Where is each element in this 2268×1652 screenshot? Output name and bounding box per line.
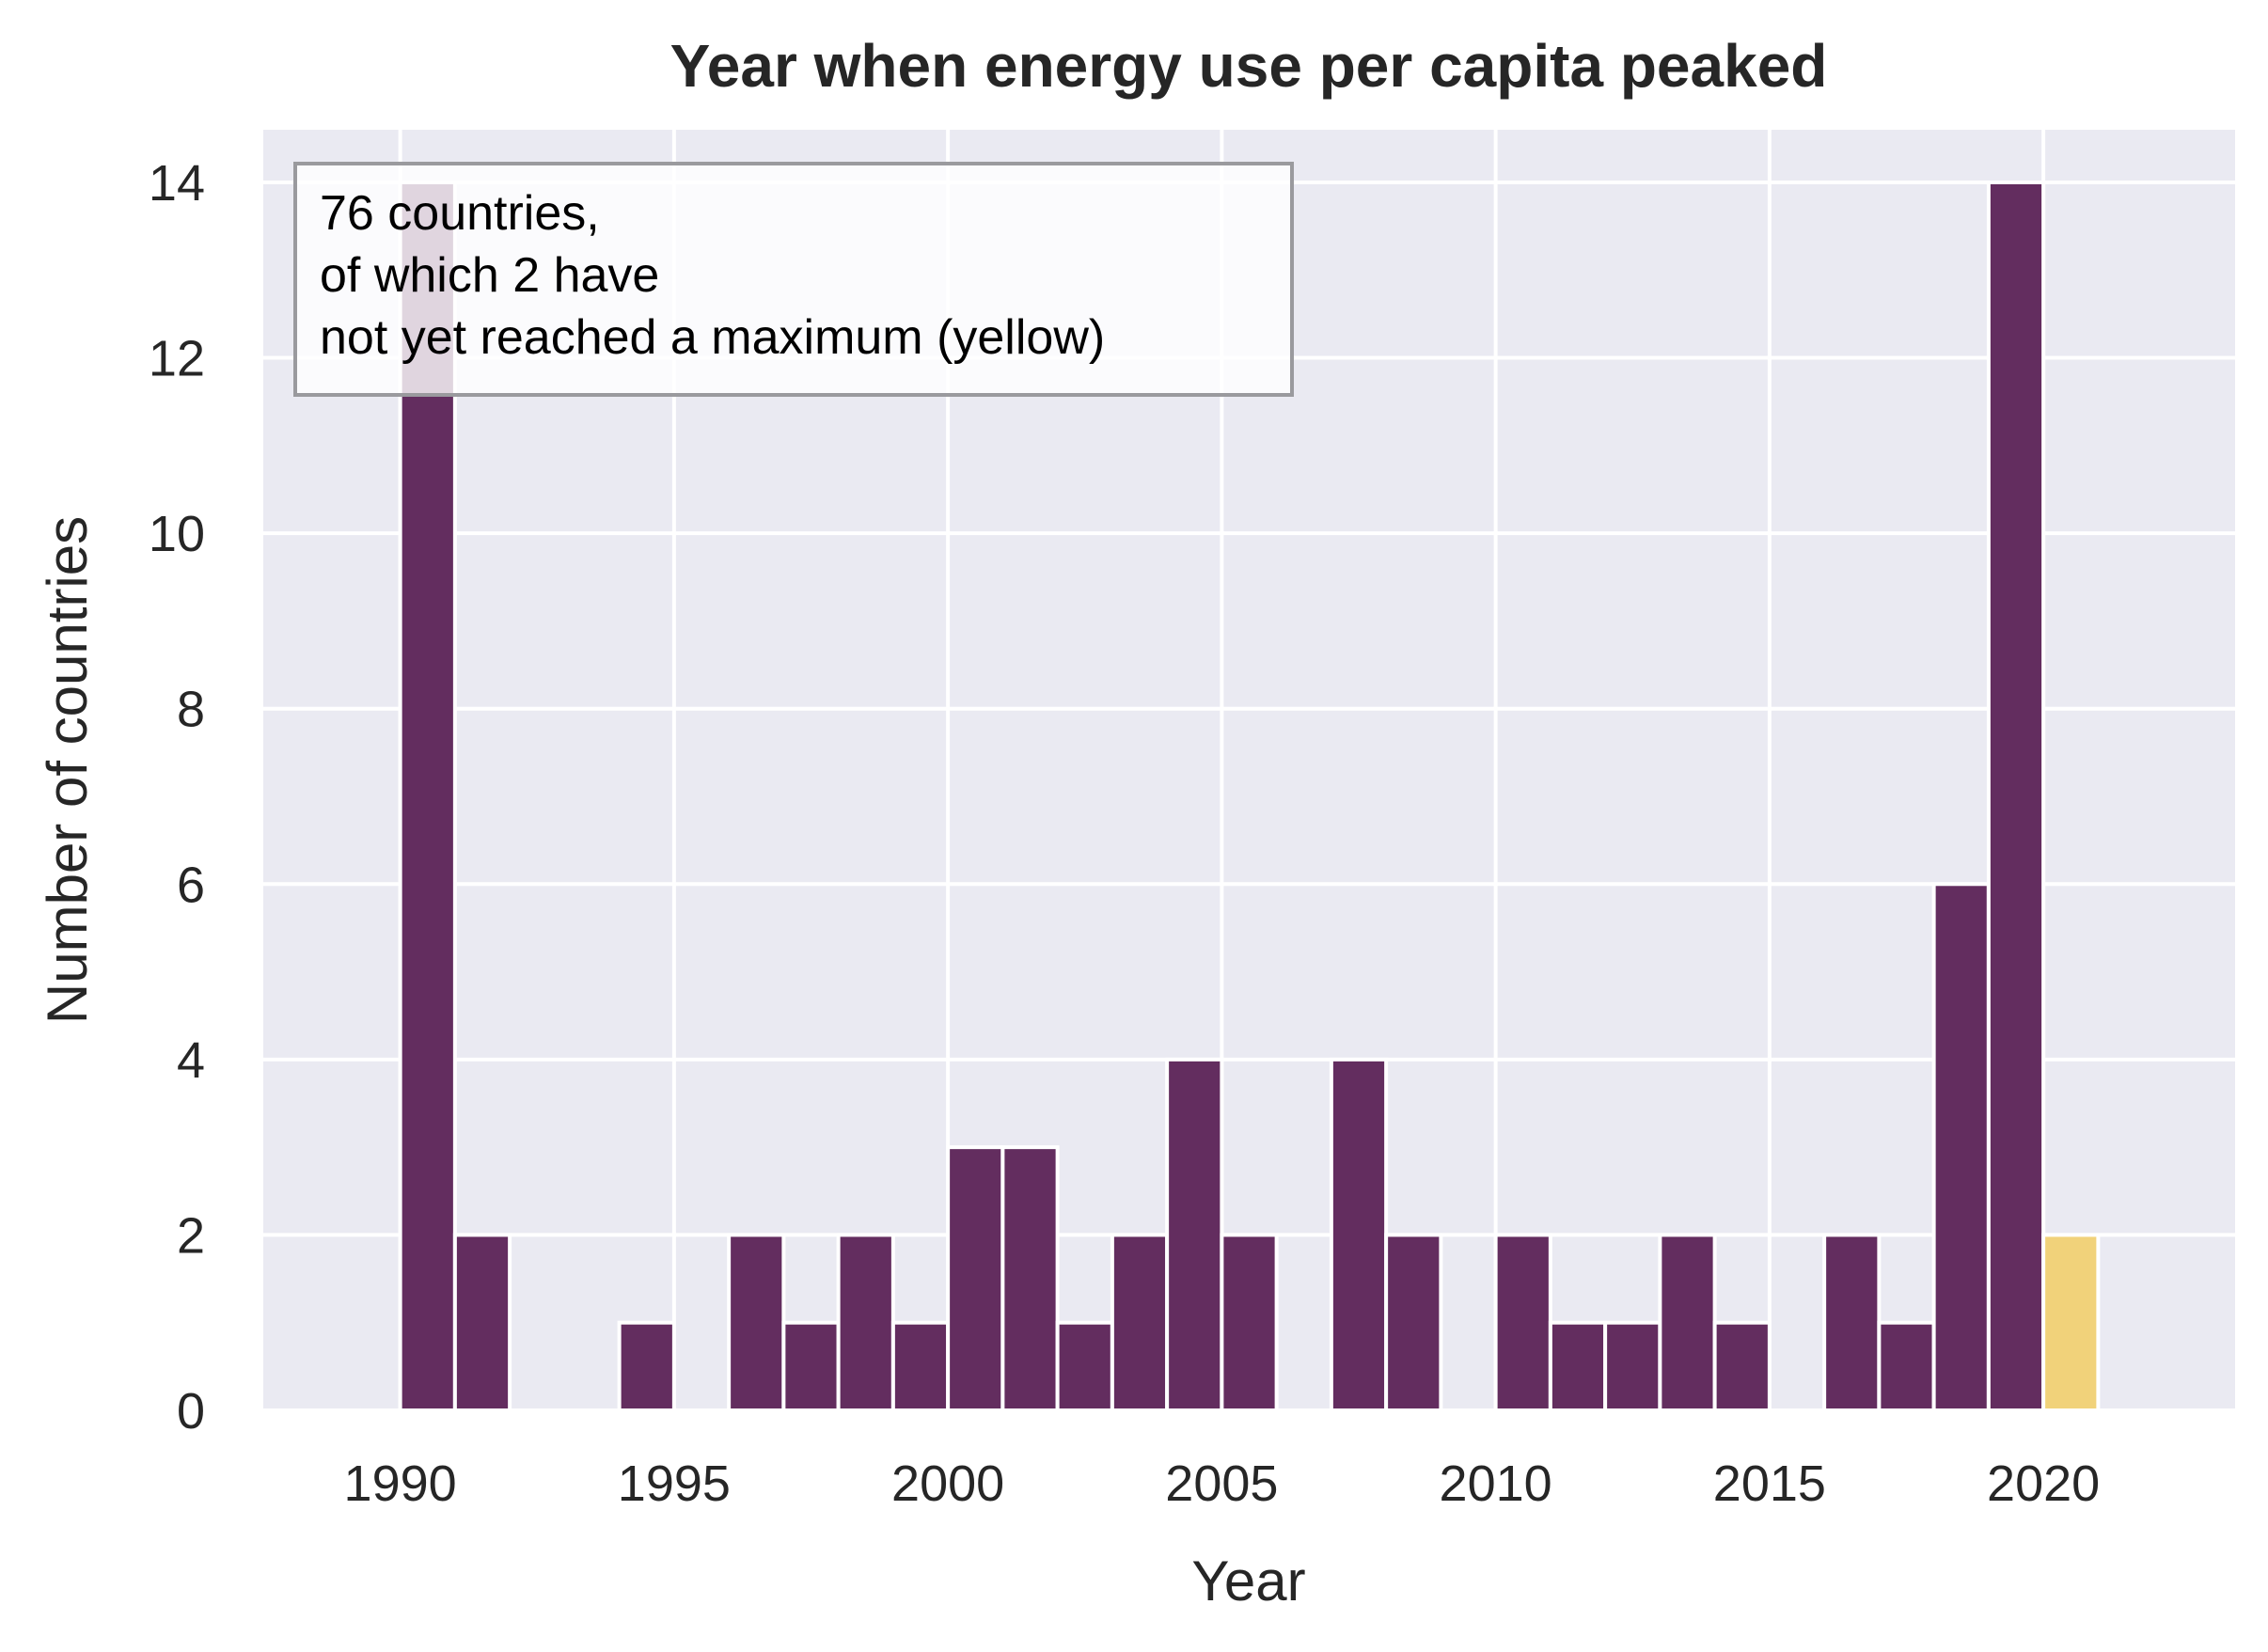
y-axis-label: Number of countries (36, 516, 99, 1024)
x-tick-labels: 1990 1995 2000 2005 2010 2015 2020 (344, 1455, 2101, 1512)
x-tick-label: 2005 (1165, 1455, 1278, 1512)
bar-2011 (1548, 1320, 1608, 1412)
chart-title: Year when energy use per capita peaked (670, 32, 1828, 100)
y-tick-label: 14 (149, 155, 205, 212)
x-tick-label: 2010 (1440, 1455, 1552, 1512)
bar-1997 (781, 1320, 841, 1412)
annotation-line-3: not yet reached a maximum (yellow) (320, 310, 1105, 365)
y-tick-label: 0 (177, 1383, 205, 1440)
bar-2003 (1110, 1233, 1170, 1413)
bar-1996 (727, 1233, 786, 1413)
bar-2018 (1931, 882, 1991, 1412)
annotation-box: 76 countries, of which 2 have not yet re… (293, 162, 1294, 397)
bar-1999 (890, 1320, 951, 1412)
y-tick-label: 8 (177, 682, 205, 738)
bar-2005 (1220, 1233, 1279, 1413)
bar-2007 (1329, 1057, 1389, 1413)
y-tick-label: 6 (177, 857, 205, 913)
bar-2012 (1603, 1320, 1662, 1412)
bar-2019 (1986, 180, 2046, 1412)
bar-2002 (1055, 1320, 1114, 1412)
x-tick-label: 1990 (344, 1455, 457, 1512)
bar-2004 (1165, 1057, 1224, 1413)
annotation-line-1: 76 countries, (320, 186, 600, 241)
bar-1998 (836, 1233, 895, 1413)
y-tick-labels: 0 2 4 6 8 10 12 14 (149, 155, 205, 1440)
bar-1994 (617, 1320, 676, 1412)
y-tick-label: 2 (177, 1207, 205, 1264)
bar-2013 (1658, 1233, 1717, 1413)
x-tick-label: 2020 (1987, 1455, 2100, 1512)
y-tick-label: 12 (149, 331, 205, 387)
x-tick-label: 1995 (618, 1455, 731, 1512)
bar-1991 (452, 1233, 512, 1413)
y-tick-label: 10 (149, 506, 205, 562)
x-axis-label: Year (1191, 1550, 1305, 1613)
annotation-line-2: of which 2 have (320, 248, 659, 303)
y-tick-label: 4 (177, 1032, 205, 1089)
bar-2020-not-yet-peaked (2041, 1233, 2101, 1413)
bar-2000 (946, 1145, 1005, 1412)
x-tick-label: 2015 (1713, 1455, 1826, 1512)
bar-2017 (1877, 1320, 1936, 1412)
x-tick-label: 2000 (891, 1455, 1004, 1512)
bar-2008 (1384, 1233, 1443, 1413)
bar-2010 (1493, 1233, 1552, 1413)
bar-2016 (1822, 1233, 1882, 1413)
bar-2001 (1000, 1145, 1060, 1412)
bar-2014 (1712, 1320, 1772, 1412)
